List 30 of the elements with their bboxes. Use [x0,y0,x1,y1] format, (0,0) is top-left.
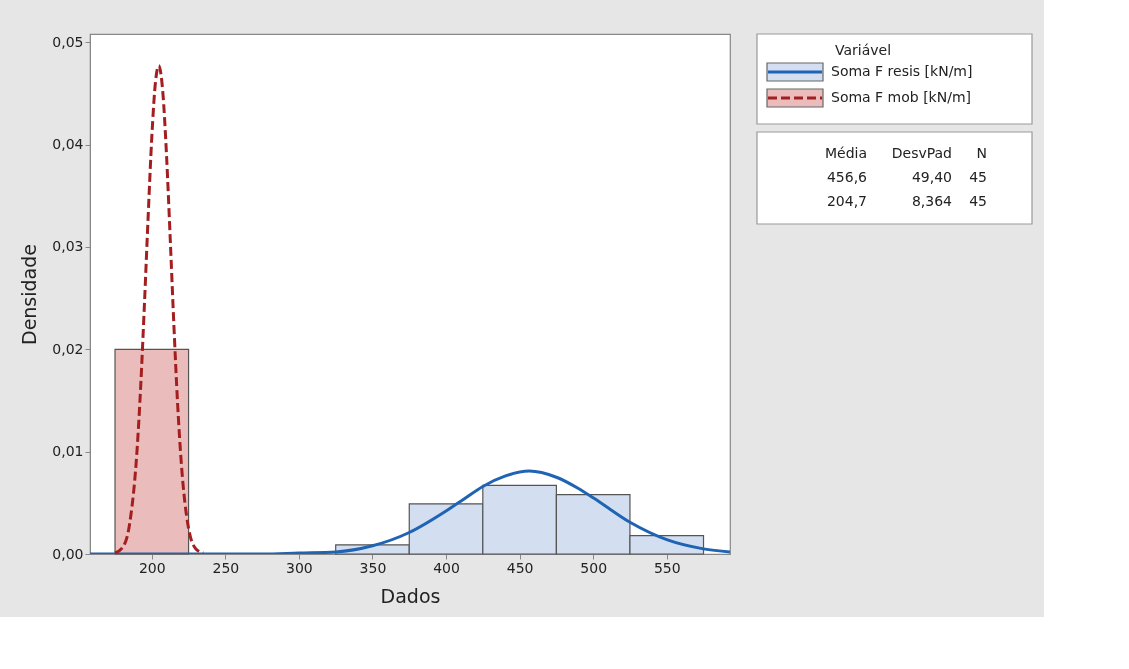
x-tick-label: 300 [286,559,313,576]
y-tick-label: 0,00 [52,545,84,562]
x-tick-label: 500 [580,559,608,576]
text: 45 [969,169,987,185]
y-tick-label: 0,01 [52,443,84,460]
text: Média [824,145,867,161]
text: 8,364 [911,193,953,209]
y-tick-label: 0,02 [52,340,84,357]
y-tick-label: 0,05 [52,33,84,50]
x-tick-label: 400 [433,559,460,576]
line-series [90,469,730,554]
legend-label: Soma F resis [kN/m] [831,63,973,79]
text: N [976,145,987,161]
x-tick-label: 250 [212,559,240,576]
line-series [113,64,205,554]
text: 456,6 [826,169,868,185]
x-tick-label: 450 [506,559,534,576]
legend-title: Variável [835,42,892,58]
y-axis-title: Densidade [18,244,41,345]
text: 45 [969,193,987,209]
text: DesvPad [891,145,952,161]
text: 204,7 [826,193,867,209]
x-tick-label: 350 [359,559,387,576]
y-tick-label: 0,03 [52,238,84,255]
text: 49,40 [911,169,952,185]
legend-label: Soma F mob [kN/m] [831,89,972,105]
x-tick-label: 550 [653,559,681,576]
x-tick-label: 200 [138,559,166,576]
y-tick-label: 0,04 [52,136,84,153]
x-axis-title: Dados [380,584,441,607]
